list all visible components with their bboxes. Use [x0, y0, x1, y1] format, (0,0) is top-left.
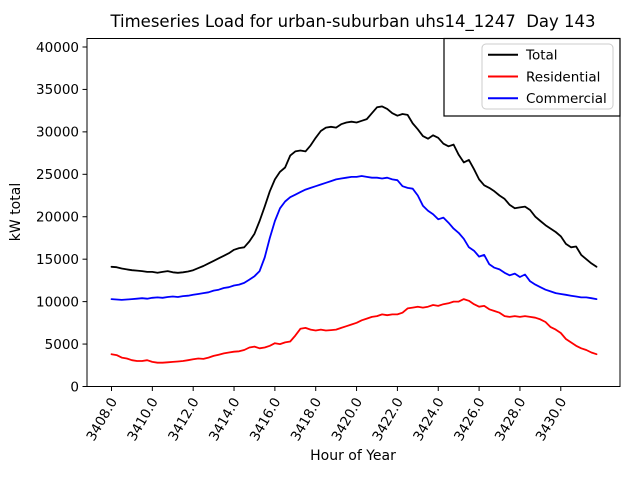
- y-axis-ticks: 0 5000 10000 15000 20000 25000 30000 35000 40000: [36, 40, 87, 395]
- x-axis-ticks: 3408.0 3410.0 3412.0 3414.0 3416.0 3418.0 3420…: [83, 386, 570, 444]
- chart-title: Timeseries Load for urban-suburban uhs14…: [109, 12, 595, 32]
- series-line-total: [110, 105, 598, 274]
- x-tick-label: 3426.0: [451, 395, 488, 444]
- legend-label-residential: Residential: [526, 69, 600, 85]
- x-tick-label: 3408.0: [83, 395, 120, 444]
- plot-area: [86, 38, 621, 387]
- y-tick-label: 35000: [36, 82, 79, 98]
- series-line-commercial: [110, 175, 598, 301]
- x-tick-label: 3430.0: [533, 395, 570, 444]
- y-axis-label: kW total: [8, 183, 24, 241]
- x-tick-label: 3418.0: [288, 395, 325, 444]
- x-axis-label: Hour of Year: [310, 448, 396, 464]
- x-tick-label: 3428.0: [492, 395, 529, 444]
- y-tick-label: 25000: [36, 167, 79, 183]
- y-tick-label: 40000: [36, 40, 79, 56]
- x-tick-label: 3412.0: [165, 395, 202, 444]
- x-tick-label: 3416.0: [247, 395, 284, 444]
- x-tick-label: 3420.0: [329, 395, 366, 444]
- legend: Total Residential Commercial: [443, 37, 621, 117]
- x-tick-label: 3422.0: [369, 395, 406, 444]
- x-tick-label: 3414.0: [206, 395, 243, 444]
- series-lines: [110, 105, 598, 364]
- y-tick-label: 10000: [36, 294, 79, 310]
- x-tick-label: 3410.0: [124, 395, 161, 444]
- y-tick-label: 0: [70, 379, 79, 395]
- legend-entries: Total Residential Commercial: [488, 48, 607, 107]
- y-tick-label: 30000: [36, 125, 79, 141]
- legend-frame: [481, 43, 614, 110]
- x-tick-label: 3424.0: [410, 395, 447, 444]
- y-tick-label: 15000: [36, 252, 79, 268]
- y-tick-label: 20000: [36, 210, 79, 226]
- y-tick-label: 5000: [45, 337, 79, 353]
- series-line-residential: [110, 298, 598, 364]
- legend-label-commercial: Commercial: [526, 91, 607, 107]
- legend-label-total: Total: [525, 48, 558, 64]
